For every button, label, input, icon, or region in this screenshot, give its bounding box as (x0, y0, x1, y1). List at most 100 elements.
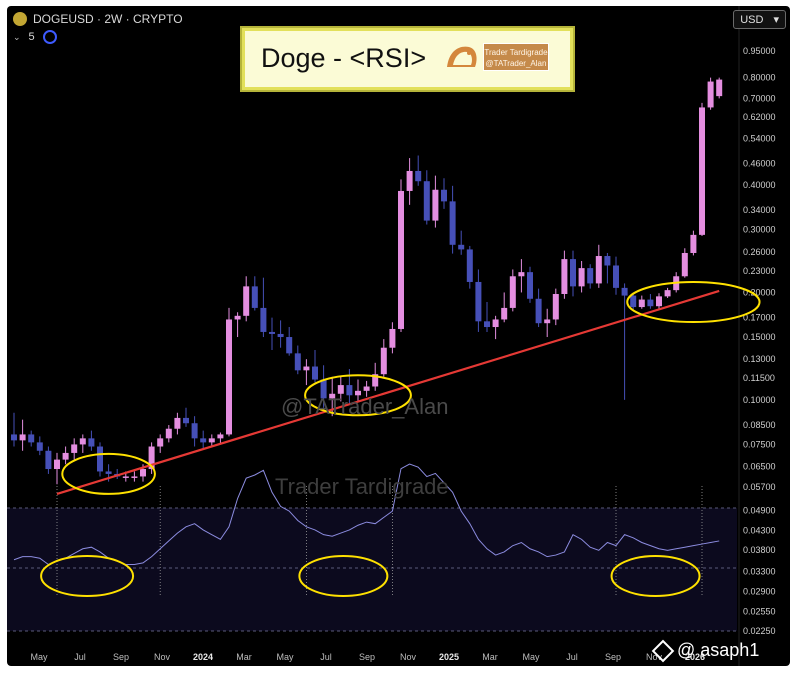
time-tick-label: May (522, 652, 540, 662)
candle-body (88, 438, 95, 447)
price-highlight-ellipse (626, 281, 761, 324)
price-tick-label: 0.11500 (743, 373, 775, 383)
candle-body (423, 181, 430, 221)
candle-body (157, 438, 164, 447)
candle-body (217, 434, 224, 439)
brand-name: Trader Tardigrade (484, 48, 548, 57)
support-trendline (56, 289, 720, 495)
time-tick-label: 2025 (439, 652, 459, 662)
price-tick-label: 0.04300 (743, 526, 776, 536)
time-tick-label: Nov (154, 652, 171, 662)
candle-body (208, 438, 215, 443)
candle-body (527, 272, 533, 299)
rsi-highlight-ellipse (40, 555, 135, 597)
candle-body (243, 286, 250, 316)
candle-body (535, 298, 542, 324)
price-chart[interactable]: 0.95000 0.80000 0.70000 0.62000 0.54000 0.460… (7, 6, 790, 666)
price-tick-label: 0.13000 (743, 354, 776, 364)
indicator-toggle-row[interactable]: ⌄ 5 (13, 30, 57, 44)
candle-body (449, 201, 456, 245)
chevron-down-icon[interactable]: ⌄ (13, 31, 21, 42)
title-banner: Doge - <RSI> Trader Tardigrade @TATrader… (240, 26, 575, 92)
price-tick-label: 0.10000 (743, 395, 776, 405)
price-tick-label: 0.80000 (743, 73, 776, 83)
candle-body (638, 299, 645, 308)
candle-body (699, 107, 705, 235)
price-tick-label: 0.54000 (743, 134, 776, 144)
price-tick-label: 0.26000 (743, 247, 776, 257)
tardigrade-logo-icon (447, 46, 477, 67)
candle-body (45, 450, 52, 470)
candle-body (380, 347, 387, 375)
price-highlight-ellipse (304, 374, 412, 417)
candle-body (62, 452, 69, 460)
price-tick-label: 0.02900 (743, 587, 776, 597)
candle-body (36, 442, 43, 451)
candle-body (28, 434, 35, 443)
candle-body (294, 353, 301, 371)
candle-body (518, 272, 525, 277)
time-tick-label: 2026 (685, 652, 705, 662)
candle-body (647, 299, 654, 307)
brand-handle: @TATrader_Alan (485, 59, 547, 68)
candle-body (432, 189, 439, 221)
time-tick-label: May (276, 652, 294, 662)
candle-body (54, 459, 60, 470)
candle-body (441, 189, 447, 202)
candle-body (389, 328, 396, 348)
price-tick-label: 0.62000 (743, 112, 776, 122)
price-tick-label: 0.07500 (743, 439, 776, 449)
candle-body (148, 446, 155, 470)
candle-body (587, 268, 594, 284)
price-tick-label: 0.05700 (743, 482, 776, 492)
price-tick-label: 0.30000 (743, 225, 776, 235)
candle-body (191, 423, 198, 439)
time-tick-label: Sep (113, 652, 129, 662)
source-credit: @ asaph1 (651, 639, 759, 662)
candle-body (346, 385, 353, 396)
price-tick-label: 0.06500 (743, 462, 776, 472)
rsi-highlight-ellipse (298, 555, 389, 597)
time-tick-label: Nov (400, 652, 417, 662)
price-tick-label: 0.15000 (743, 332, 776, 342)
price-tick-label: 0.23000 (743, 266, 776, 276)
candle-body (312, 366, 318, 380)
price-tick-label: 0.17000 (743, 313, 776, 323)
candle-body (97, 446, 103, 472)
candle-body (484, 321, 490, 328)
candle-body (105, 471, 112, 474)
candle-body (234, 315, 241, 320)
rsi-highlight-ellipse (610, 555, 701, 597)
price-tick-label: 0.20000 (743, 287, 776, 297)
time-tick-label: Jul (320, 652, 332, 662)
chart-title: Doge - <RSI> (261, 43, 427, 73)
doge-coin-icon (13, 12, 27, 26)
candle-body (277, 333, 284, 338)
candle-body (183, 417, 189, 424)
candle-body (492, 319, 499, 328)
time-tick-label: Jul (74, 652, 86, 662)
candle-body (122, 476, 129, 478)
candle-body (174, 417, 181, 429)
time-tick-label: May (30, 652, 48, 662)
candle-body (398, 190, 404, 329)
candle-body (71, 444, 78, 453)
candle-body (475, 281, 482, 322)
price-tick-label: 0.70000 (743, 93, 776, 103)
sync-icon[interactable] (42, 30, 57, 44)
candle-body (578, 268, 585, 287)
price-tick-label: 0.03800 (743, 545, 776, 555)
time-tick-label: Mar (236, 652, 252, 662)
currency-selector[interactable]: USD ▾ (733, 10, 786, 29)
watermark-name: Trader Tardigrade (275, 474, 449, 499)
watermark-handle: @TATrader_Alan (281, 394, 449, 419)
candle-body (372, 374, 379, 387)
candle-body (165, 428, 172, 439)
symbol-row[interactable]: DOGEUSD · 2W · CRYPTO (13, 12, 183, 26)
rsi-line (13, 463, 720, 566)
candle-body (630, 295, 637, 308)
price-tick-label: 0.34000 (743, 205, 776, 215)
candle-body (355, 390, 361, 396)
candle-body (681, 252, 688, 277)
chevron-down-icon: ▾ (773, 14, 779, 26)
